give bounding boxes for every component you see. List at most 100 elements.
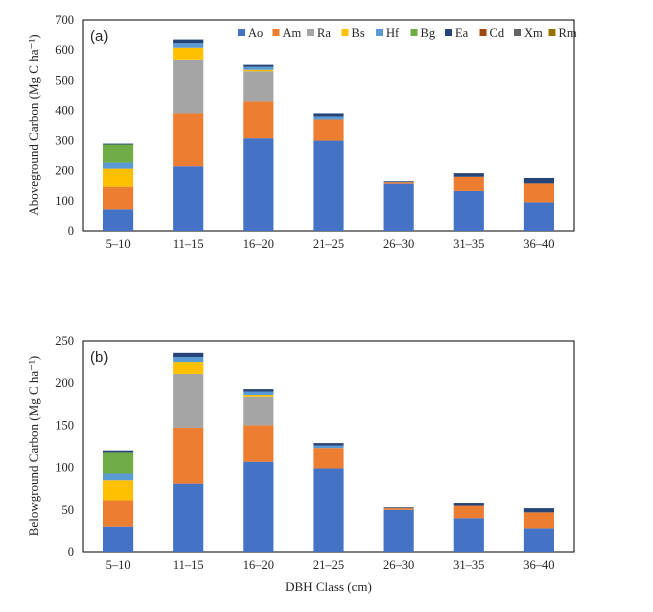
legend-swatch — [548, 29, 556, 36]
bar-segment-ea-26-30 — [383, 507, 414, 509]
legend-item-ao: Ao — [238, 26, 263, 40]
bar-segment-am-26-30 — [383, 508, 414, 510]
legend-swatch — [307, 29, 314, 36]
bar-segment-am-11-15 — [173, 427, 204, 484]
bar-segment-bg-5-10 — [102, 452, 134, 474]
legend-label: Bs — [352, 26, 365, 40]
legend-label: Ao — [248, 26, 263, 40]
x-tick-label: 16–20 — [243, 558, 274, 572]
bar-segment-am-5-10 — [102, 186, 134, 210]
bar-segment-ea-5-10 — [102, 143, 134, 145]
y-tick-label: 400 — [55, 103, 74, 117]
y-tick-label: 200 — [55, 376, 74, 390]
legend-label: Xm — [524, 26, 543, 40]
y-tick-label: 200 — [55, 164, 74, 178]
legend-label: Rm — [559, 26, 577, 40]
legend-swatch — [238, 29, 245, 36]
bar-segment-ra-16-20 — [243, 71, 274, 102]
bar-segment-ra-11-15 — [173, 59, 204, 114]
legend-swatch — [376, 29, 383, 36]
legend-item-bg: Bg — [410, 26, 436, 40]
bar-segment-ao-5-10 — [102, 209, 134, 231]
x-tick-label: 26–30 — [383, 558, 414, 572]
bar-segment-am-31-35 — [453, 176, 484, 191]
y-tick-label: 250 — [55, 334, 74, 348]
y-axis-title: Belowground Carbon (Mg C ha⁻¹) — [26, 356, 41, 536]
bar-segment-ao-16-20 — [243, 138, 274, 231]
legend: Ao Am Ra Bs Hf Bg Ea Cd Xm Rm — [238, 26, 577, 40]
x-axis-title: DBH Class (cm) — [285, 579, 372, 594]
legend-swatch — [341, 29, 349, 36]
bar-segment-ao-31-35 — [453, 190, 484, 231]
y-tick-label: 600 — [55, 43, 74, 57]
bar-segment-ea-16-20 — [243, 389, 274, 392]
bar-segment-ea-36-40 — [523, 508, 555, 513]
bar-segment-ea-5-10 — [102, 450, 134, 453]
y-tick-label: 100 — [55, 461, 74, 475]
bar-segment-ra-16-20 — [243, 396, 274, 426]
bar-segment-ao-16-20 — [243, 461, 274, 552]
bar-segment-bs-5-10 — [102, 168, 134, 187]
bar-segment-ao-21-25 — [313, 468, 344, 552]
bar-segment-ea-26-30 — [383, 181, 414, 183]
legend-label: Cd — [490, 26, 505, 40]
bar-segment-ea-21-25 — [313, 443, 344, 446]
bar-segment-hf-21-25 — [313, 116, 344, 120]
legend-label: Hf — [386, 26, 400, 40]
x-tick-label: 36–40 — [523, 558, 554, 572]
bar-segment-hf-11-15 — [173, 357, 204, 363]
legend-swatch — [445, 29, 452, 36]
bar-segment-hf-16-20 — [243, 66, 274, 70]
y-tick-label: 0 — [68, 224, 74, 238]
x-tick-label: 26–30 — [383, 237, 414, 251]
legend-swatch — [514, 29, 521, 36]
bar-segment-ao-5-10 — [102, 526, 134, 552]
bar-segment-am-5-10 — [102, 500, 134, 527]
chart-panel-a: 0 100 200 300 400 500 600 700 5–10 11–15 16–20 21–2… — [26, 13, 577, 251]
legend-item-am: Am — [272, 26, 302, 40]
x-tick-label: 5–10 — [106, 558, 131, 572]
bar-segment-hf-11-15 — [173, 43, 204, 48]
legend-item-cd: Cd — [479, 26, 505, 40]
legend-item-ra: Ra — [307, 26, 331, 40]
panel-label: (a) — [90, 28, 108, 45]
legend-label: Am — [283, 26, 302, 40]
bar-segment-am-36-40 — [523, 183, 555, 203]
y-tick-label: 0 — [68, 545, 74, 559]
legend-label: Ra — [317, 26, 331, 40]
legend-item-xm: Xm — [514, 26, 543, 40]
legend-label: Bg — [421, 26, 436, 40]
bar-segment-am-16-20 — [243, 425, 274, 462]
panel-label: (b) — [90, 349, 108, 366]
x-tick-label: 16–20 — [243, 237, 274, 251]
legend-item-hf: Hf — [376, 26, 400, 40]
bar-segment-ao-36-40 — [523, 202, 555, 231]
bar-segment-am-16-20 — [243, 101, 274, 139]
x-tick-label: 36–40 — [523, 237, 554, 251]
bar-segment-am-21-25 — [313, 448, 344, 469]
bar-segment-hf-21-25 — [313, 445, 344, 449]
legend-swatch — [410, 29, 418, 36]
x-tick-label: 5–10 — [106, 237, 131, 251]
y-tick-label: 700 — [55, 13, 74, 27]
y-tick-label: 300 — [55, 134, 74, 148]
bar-segment-bs-16-20 — [243, 69, 274, 72]
legend-item-rm: Rm — [548, 26, 577, 40]
y-tick-label: 500 — [55, 73, 74, 87]
bar-segment-ea-31-35 — [453, 503, 484, 506]
bar-segment-ao-11-15 — [173, 166, 204, 231]
legend-item-bs: Bs — [341, 26, 365, 40]
bar-segment-am-21-25 — [313, 119, 344, 141]
bar-segment-am-36-40 — [523, 512, 555, 529]
bar-segment-ao-31-35 — [453, 518, 484, 552]
bar-segment-ea-21-25 — [313, 113, 344, 117]
x-tick-label: 11–15 — [173, 237, 204, 251]
bar-segment-ea-36-40 — [523, 177, 555, 184]
bar-segment-bg-5-10 — [102, 144, 134, 163]
bar-segment-bs-11-15 — [173, 47, 204, 60]
bar-segment-hf-5-10 — [102, 473, 134, 481]
bar-segment-ao-11-15 — [173, 483, 204, 552]
x-tick-label: 31–35 — [453, 237, 484, 251]
legend-label: Ea — [455, 26, 469, 40]
